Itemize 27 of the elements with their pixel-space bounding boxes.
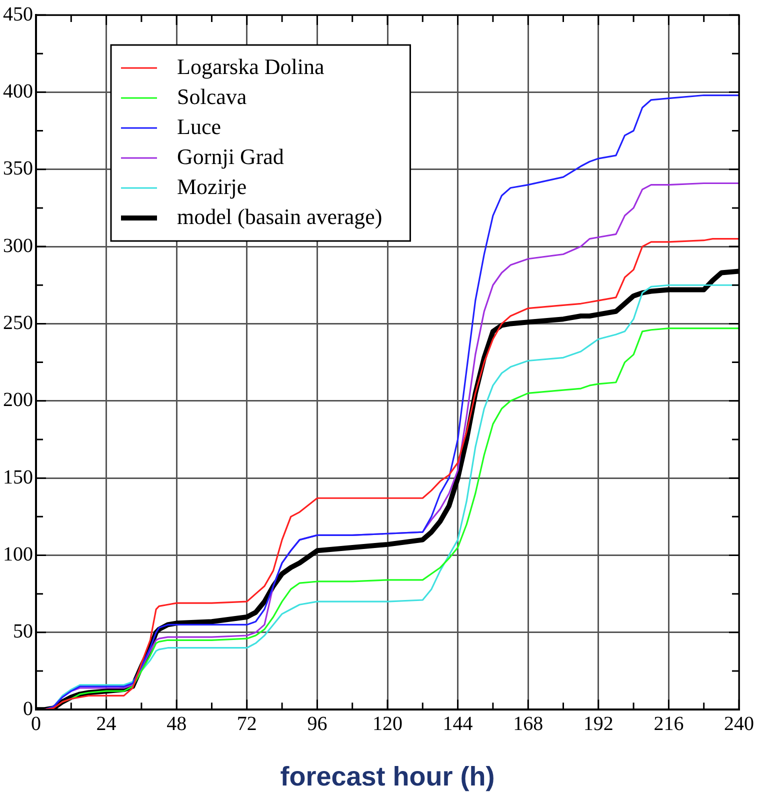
- x-tick-label: 48: [166, 712, 187, 735]
- legend-label: model (basain average): [177, 204, 382, 229]
- y-tick-label: 150: [3, 466, 33, 488]
- x-tick-label: 72: [236, 712, 257, 735]
- x-tick-label: 216: [654, 712, 684, 735]
- y-tick-label: 300: [3, 234, 33, 257]
- y-tick-label: 0: [23, 698, 33, 720]
- x-tick-label: 168: [513, 712, 544, 735]
- y-tick-label: 250: [3, 312, 33, 334]
- x-axis-title: forecast hour (h): [280, 761, 495, 792]
- x-tick-label: 96: [307, 712, 328, 735]
- y-tick-label: 100: [3, 543, 33, 566]
- x-tick-label: 24: [96, 712, 116, 735]
- y-tick-label: 400: [3, 80, 33, 102]
- y-tick-label: 200: [3, 389, 33, 412]
- legend-label: Luce: [177, 114, 221, 139]
- x-tick-label: 144: [442, 712, 473, 735]
- x-tick-label: 192: [583, 712, 614, 735]
- y-tick-label: 450: [3, 3, 33, 26]
- y-tick-label: 350: [3, 158, 33, 180]
- x-tick-label: 120: [372, 712, 402, 735]
- x-tick-label: 240: [724, 712, 754, 735]
- y-tick-label: 50: [13, 620, 33, 643]
- legend-label: Gornji Grad: [177, 144, 284, 169]
- legend-label: Solcava: [177, 84, 247, 109]
- legend-label: Mozirje: [177, 174, 247, 199]
- legend-label: Logarska Dolina: [177, 54, 324, 79]
